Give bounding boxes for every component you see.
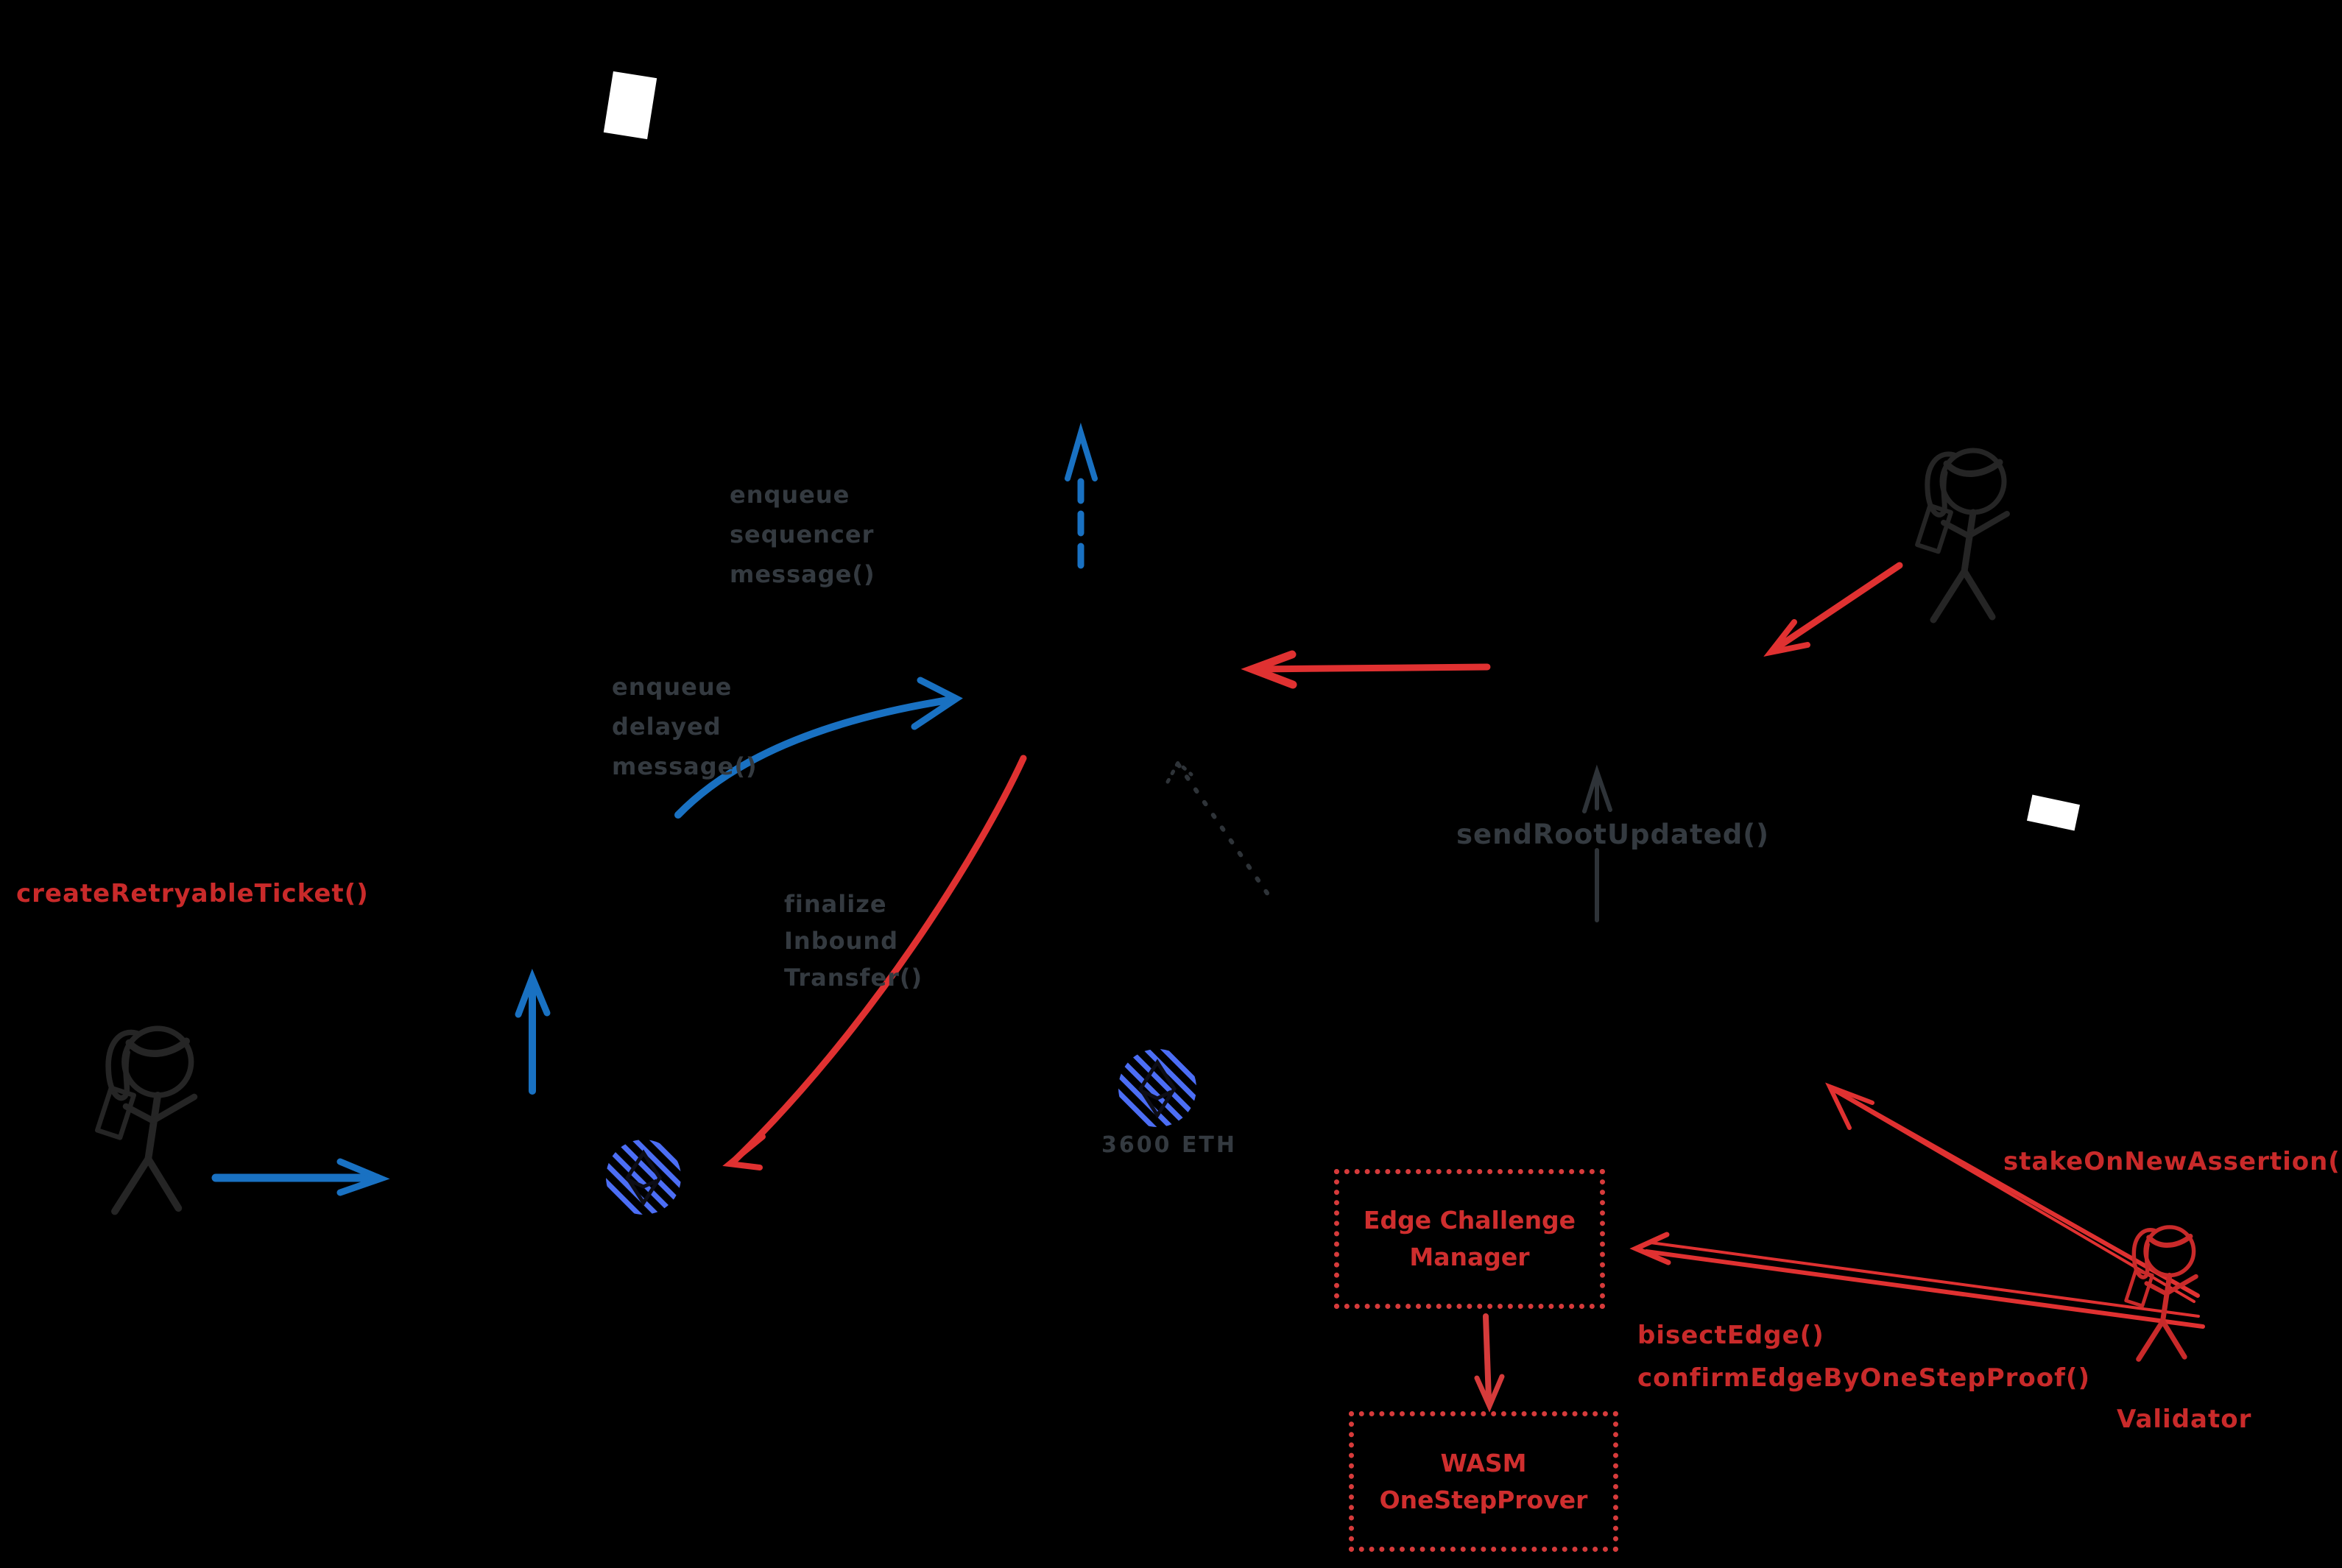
eth-amount-label: 3600 ETH <box>1101 1132 1238 1158</box>
wasm-one-step-prover-box: WASM OneStepProver <box>1349 1411 1618 1552</box>
red-bisect-arrow <box>1629 1232 2205 1329</box>
red-left-arrow <box>1241 650 1491 689</box>
blue-dashed-up-arrow <box>1065 423 1098 569</box>
blue-curved-arrow <box>674 677 963 819</box>
eth-coin-icon <box>1118 1049 1196 1127</box>
create-retryable-ticket-label: createRetryableTicket() <box>16 879 369 908</box>
bisect-confirm-labels: bisectEdge() confirmEdgeByOneStepProof() <box>1637 1314 2090 1399</box>
red-ecm-to-wasm-arrow <box>1474 1313 1505 1413</box>
validator-with-phone-icon <box>2126 1227 2196 1359</box>
blue-right-arrow <box>211 1158 390 1196</box>
stake-on-new-assertion-label: stakeOnNewAssertion() <box>2003 1147 2342 1176</box>
edge-challenge-manager-box: Edge Challenge Manager <box>1334 1169 1605 1309</box>
finalize-inbound-label: finalize Inbound Transfer() <box>784 890 923 992</box>
user-with-phone-icon <box>97 1028 194 1211</box>
gray-up-arrow <box>1582 764 1612 922</box>
blue-up-arrow <box>515 968 551 1095</box>
red-user-arrow <box>1763 562 1903 657</box>
red-finalize-arrow <box>722 755 1027 1170</box>
user-with-phone-icon <box>1917 451 2007 620</box>
red-stake-arrow <box>1825 1082 2200 1303</box>
eth-coin-icon <box>606 1140 681 1215</box>
enqueue-delayed-label: enqueue delayed message() <box>612 673 758 780</box>
confirm-edge-label: confirmEdgeByOneStepProof() <box>1637 1363 2090 1393</box>
enqueue-sequencer-label: enqueue sequencer message() <box>730 481 875 588</box>
bisect-edge-label: bisectEdge() <box>1637 1321 1824 1350</box>
send-root-updated-label: sendRootUpdated() <box>1456 819 1770 850</box>
validator-label: Validator <box>2117 1405 2252 1434</box>
gray-dotted-arrow <box>1165 760 1271 897</box>
